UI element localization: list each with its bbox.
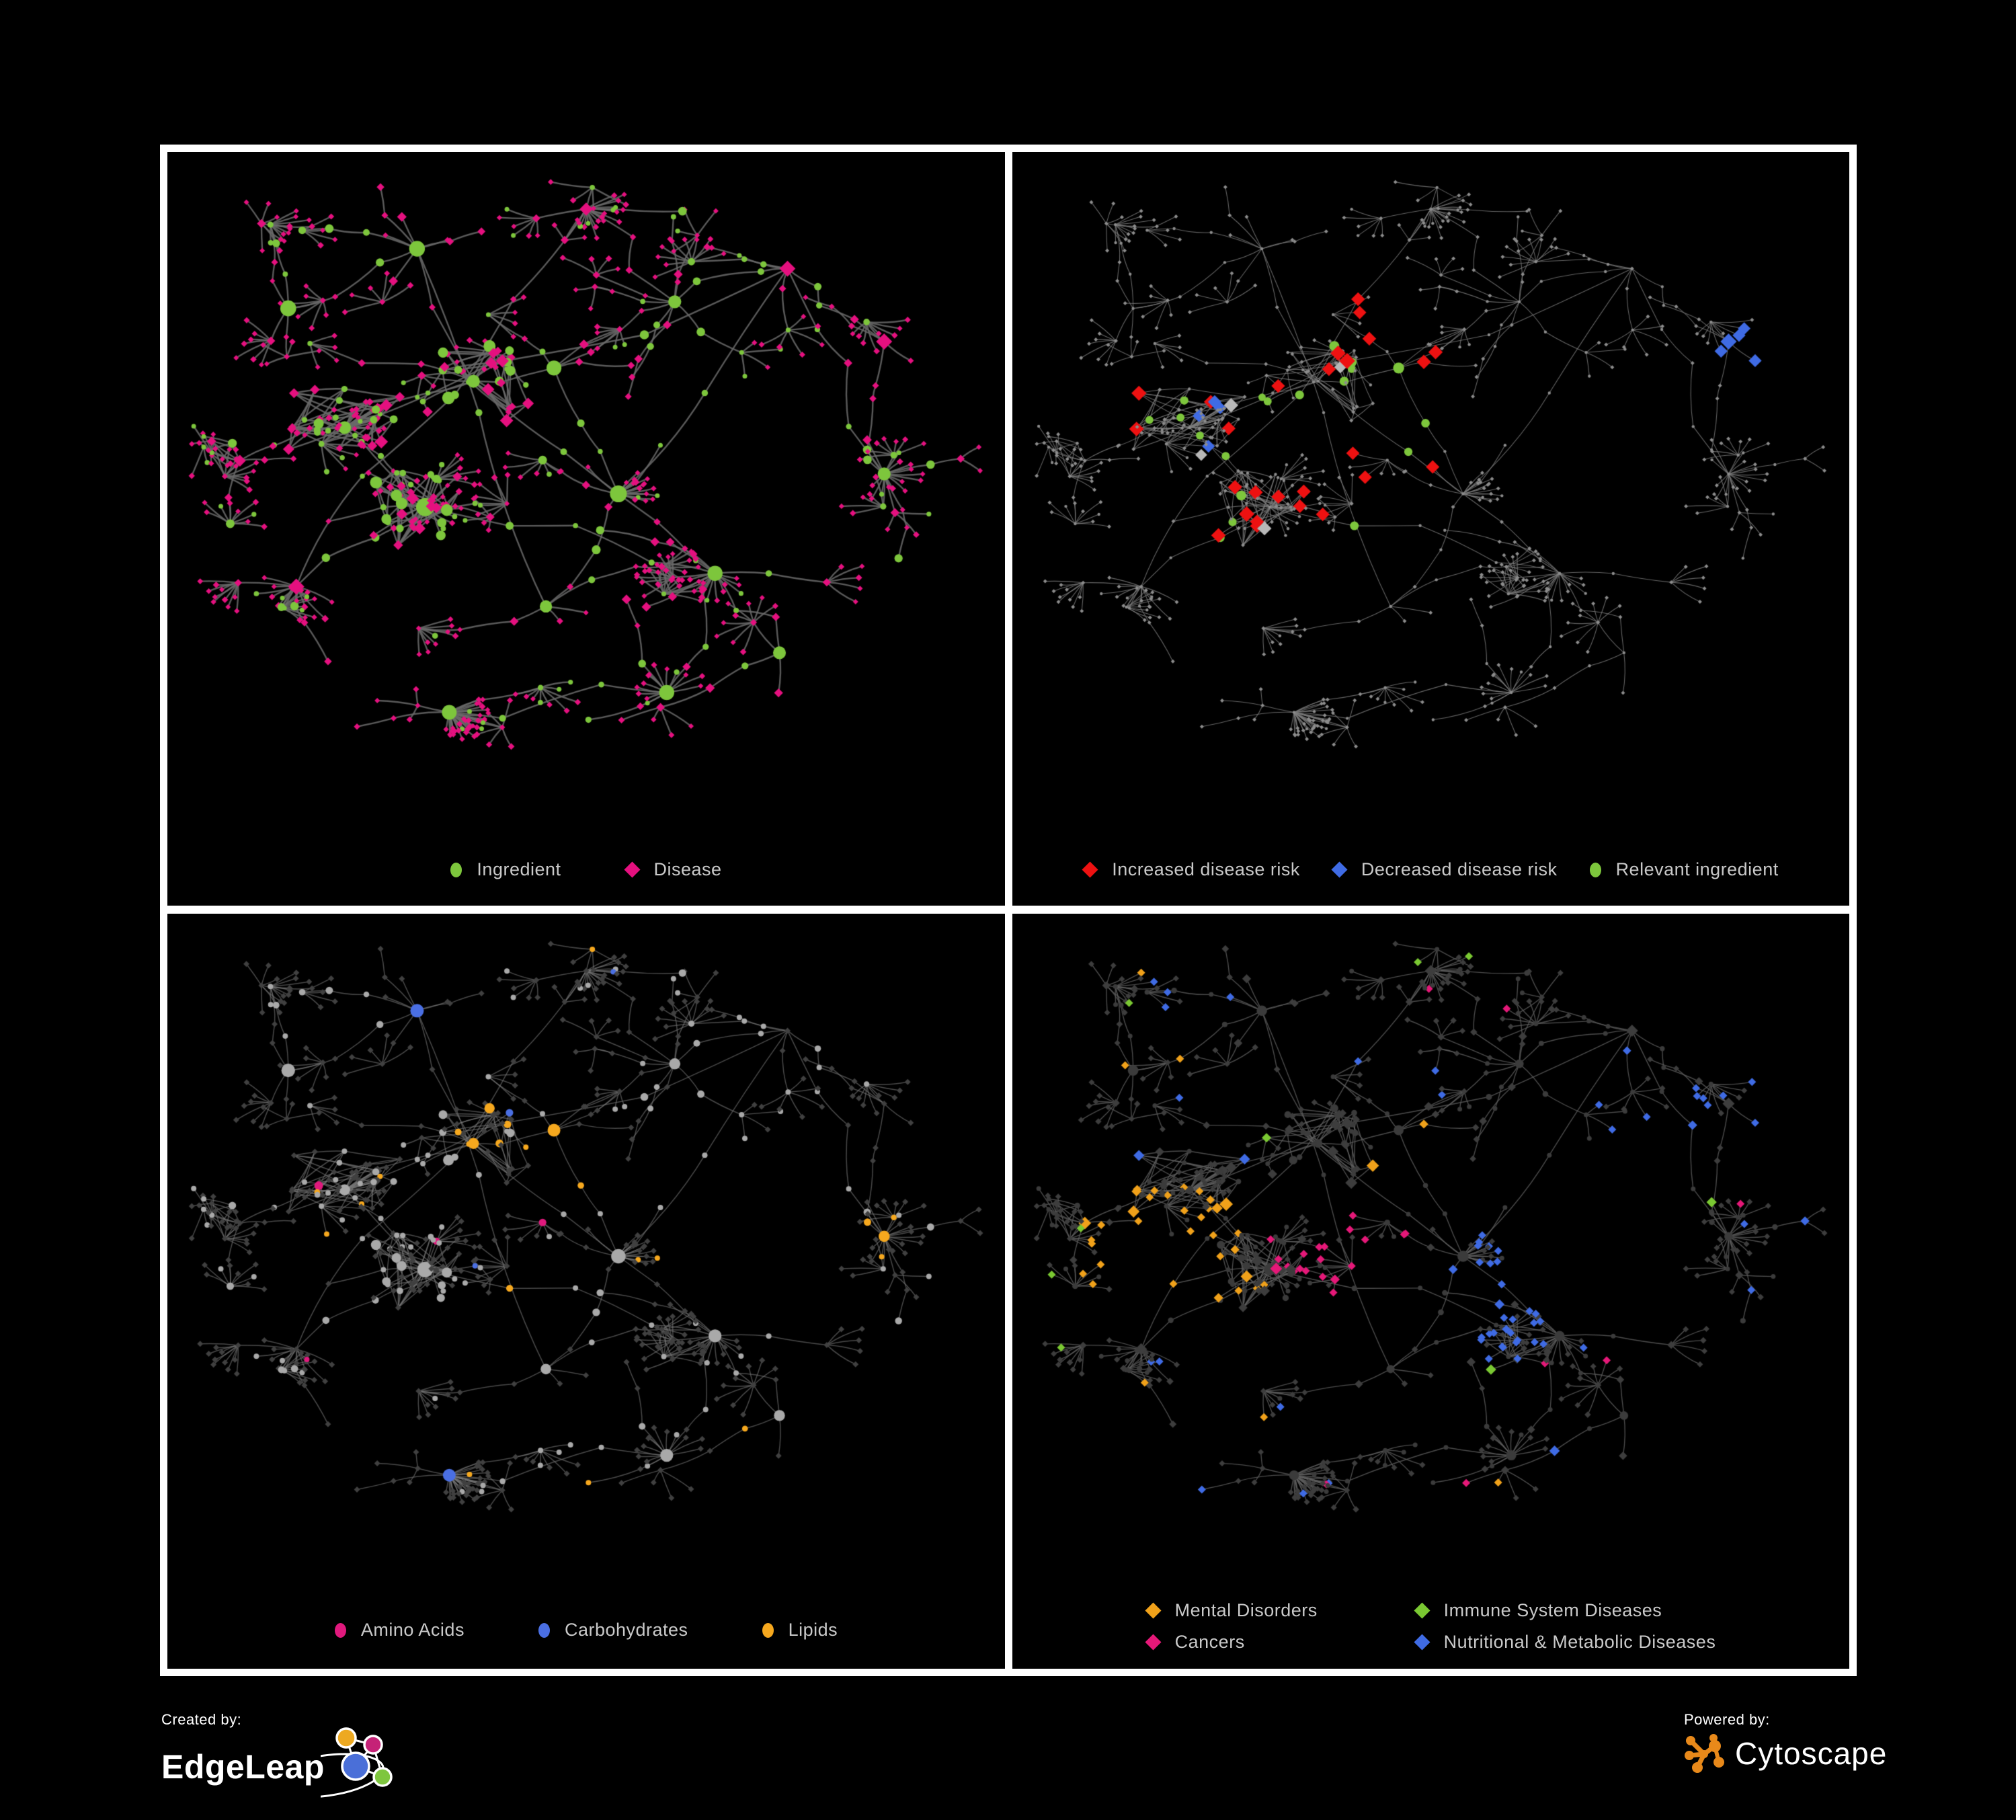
- legend-label: Decreased disease risk: [1361, 859, 1558, 879]
- legend-item-increased-risk: Increased disease risk: [1082, 859, 1300, 880]
- created-by-label: Created by:: [161, 1711, 242, 1728]
- powered-by-block: Powered by: Cytoscape: [1684, 1711, 1887, 1774]
- legend-label: Cancers: [1174, 1632, 1245, 1652]
- cytoscape-logo-icon: [1685, 1734, 1724, 1773]
- edgeleap-logo-icon: [320, 1727, 393, 1798]
- legend-label: Carbohydrates: [564, 1620, 688, 1640]
- legend-label: Ingredient: [477, 859, 561, 879]
- legend-item-mental-disorders: Mental Disorders: [1145, 1600, 1388, 1621]
- created-by-block: Created by: EdgeLeap: [161, 1711, 401, 1801]
- disease-class-legend: Mental Disorders Immune System Diseases …: [1012, 1600, 1849, 1653]
- legend-item-disease: Disease: [623, 859, 722, 880]
- legend-label: Nutritional & Metabolic Diseases: [1443, 1632, 1716, 1652]
- legend-label: Amino Acids: [360, 1620, 465, 1640]
- legend-label: Immune System Diseases: [1443, 1600, 1662, 1620]
- relevant-ingredient-node-icon: [1589, 862, 1601, 877]
- legend-label: Lipids: [788, 1620, 838, 1640]
- legend-item-cancers: Cancers: [1145, 1632, 1388, 1653]
- legend-label: Relevant ingredient: [1615, 859, 1779, 879]
- edgeleap-wordmark: EdgeLeap: [161, 1748, 325, 1786]
- decreased-risk-node-icon: [1331, 861, 1348, 878]
- disease-node-icon: [623, 861, 641, 878]
- disease-class-network-canvas: [1012, 914, 1849, 1669]
- legend-item-lipids: Lipids: [762, 1620, 838, 1640]
- legend-label: Increased disease risk: [1112, 859, 1300, 879]
- panel-nutrient-classes: Amino Acids Carbohydrates Lipids: [160, 906, 1012, 1676]
- panel-disease-risk: Increased disease risk Decreased disease…: [1005, 145, 1857, 913]
- legend-item-relevant-ingredient: Relevant ingredient: [1589, 859, 1779, 880]
- increased-risk-node-icon: [1082, 861, 1098, 878]
- cancers-node-icon: [1145, 1634, 1162, 1651]
- lipids-node-icon: [762, 1622, 774, 1638]
- amino-acids-node-icon: [334, 1622, 346, 1638]
- immune-system-diseases-node-icon: [1414, 1602, 1430, 1619]
- nutrient-class-network-canvas: [167, 914, 1005, 1669]
- panel-disease-classes: Mental Disorders Immune System Diseases …: [1005, 906, 1857, 1676]
- legend-label: Mental Disorders: [1174, 1600, 1318, 1620]
- ingredient-node-icon: [450, 862, 462, 877]
- legend-label: Disease: [653, 859, 722, 879]
- panel-ingredient-disease: Ingredient Disease: [160, 145, 1012, 913]
- ingredient-disease-network-canvas: [167, 152, 1005, 906]
- nutritional-metabolic-diseases-node-icon: [1414, 1634, 1430, 1651]
- mental-disorders-node-icon: [1145, 1602, 1162, 1619]
- disease-risk-network-canvas: [1012, 152, 1849, 906]
- legend-item-carbohydrates: Carbohydrates: [538, 1620, 688, 1640]
- nutrient-class-legend: Amino Acids Carbohydrates Lipids: [167, 1620, 1005, 1640]
- cytoscape-wordmark: Cytoscape: [1735, 1736, 1888, 1771]
- legend-item-ingredient: Ingredient: [450, 859, 561, 880]
- legend-item-immune-system-diseases: Immune System Diseases: [1414, 1600, 1716, 1621]
- carbohydrates-node-icon: [538, 1622, 550, 1638]
- ingredient-disease-legend: Ingredient Disease: [167, 859, 1005, 880]
- legend-item-nutritional-metabolic-diseases: Nutritional & Metabolic Diseases: [1414, 1632, 1716, 1653]
- legend-item-decreased-risk: Decreased disease risk: [1331, 859, 1558, 880]
- legend-item-amino-acids: Amino Acids: [334, 1620, 465, 1640]
- disease-risk-legend: Increased disease risk Decreased disease…: [1012, 859, 1849, 880]
- powered-by-label: Powered by:: [1684, 1711, 1770, 1728]
